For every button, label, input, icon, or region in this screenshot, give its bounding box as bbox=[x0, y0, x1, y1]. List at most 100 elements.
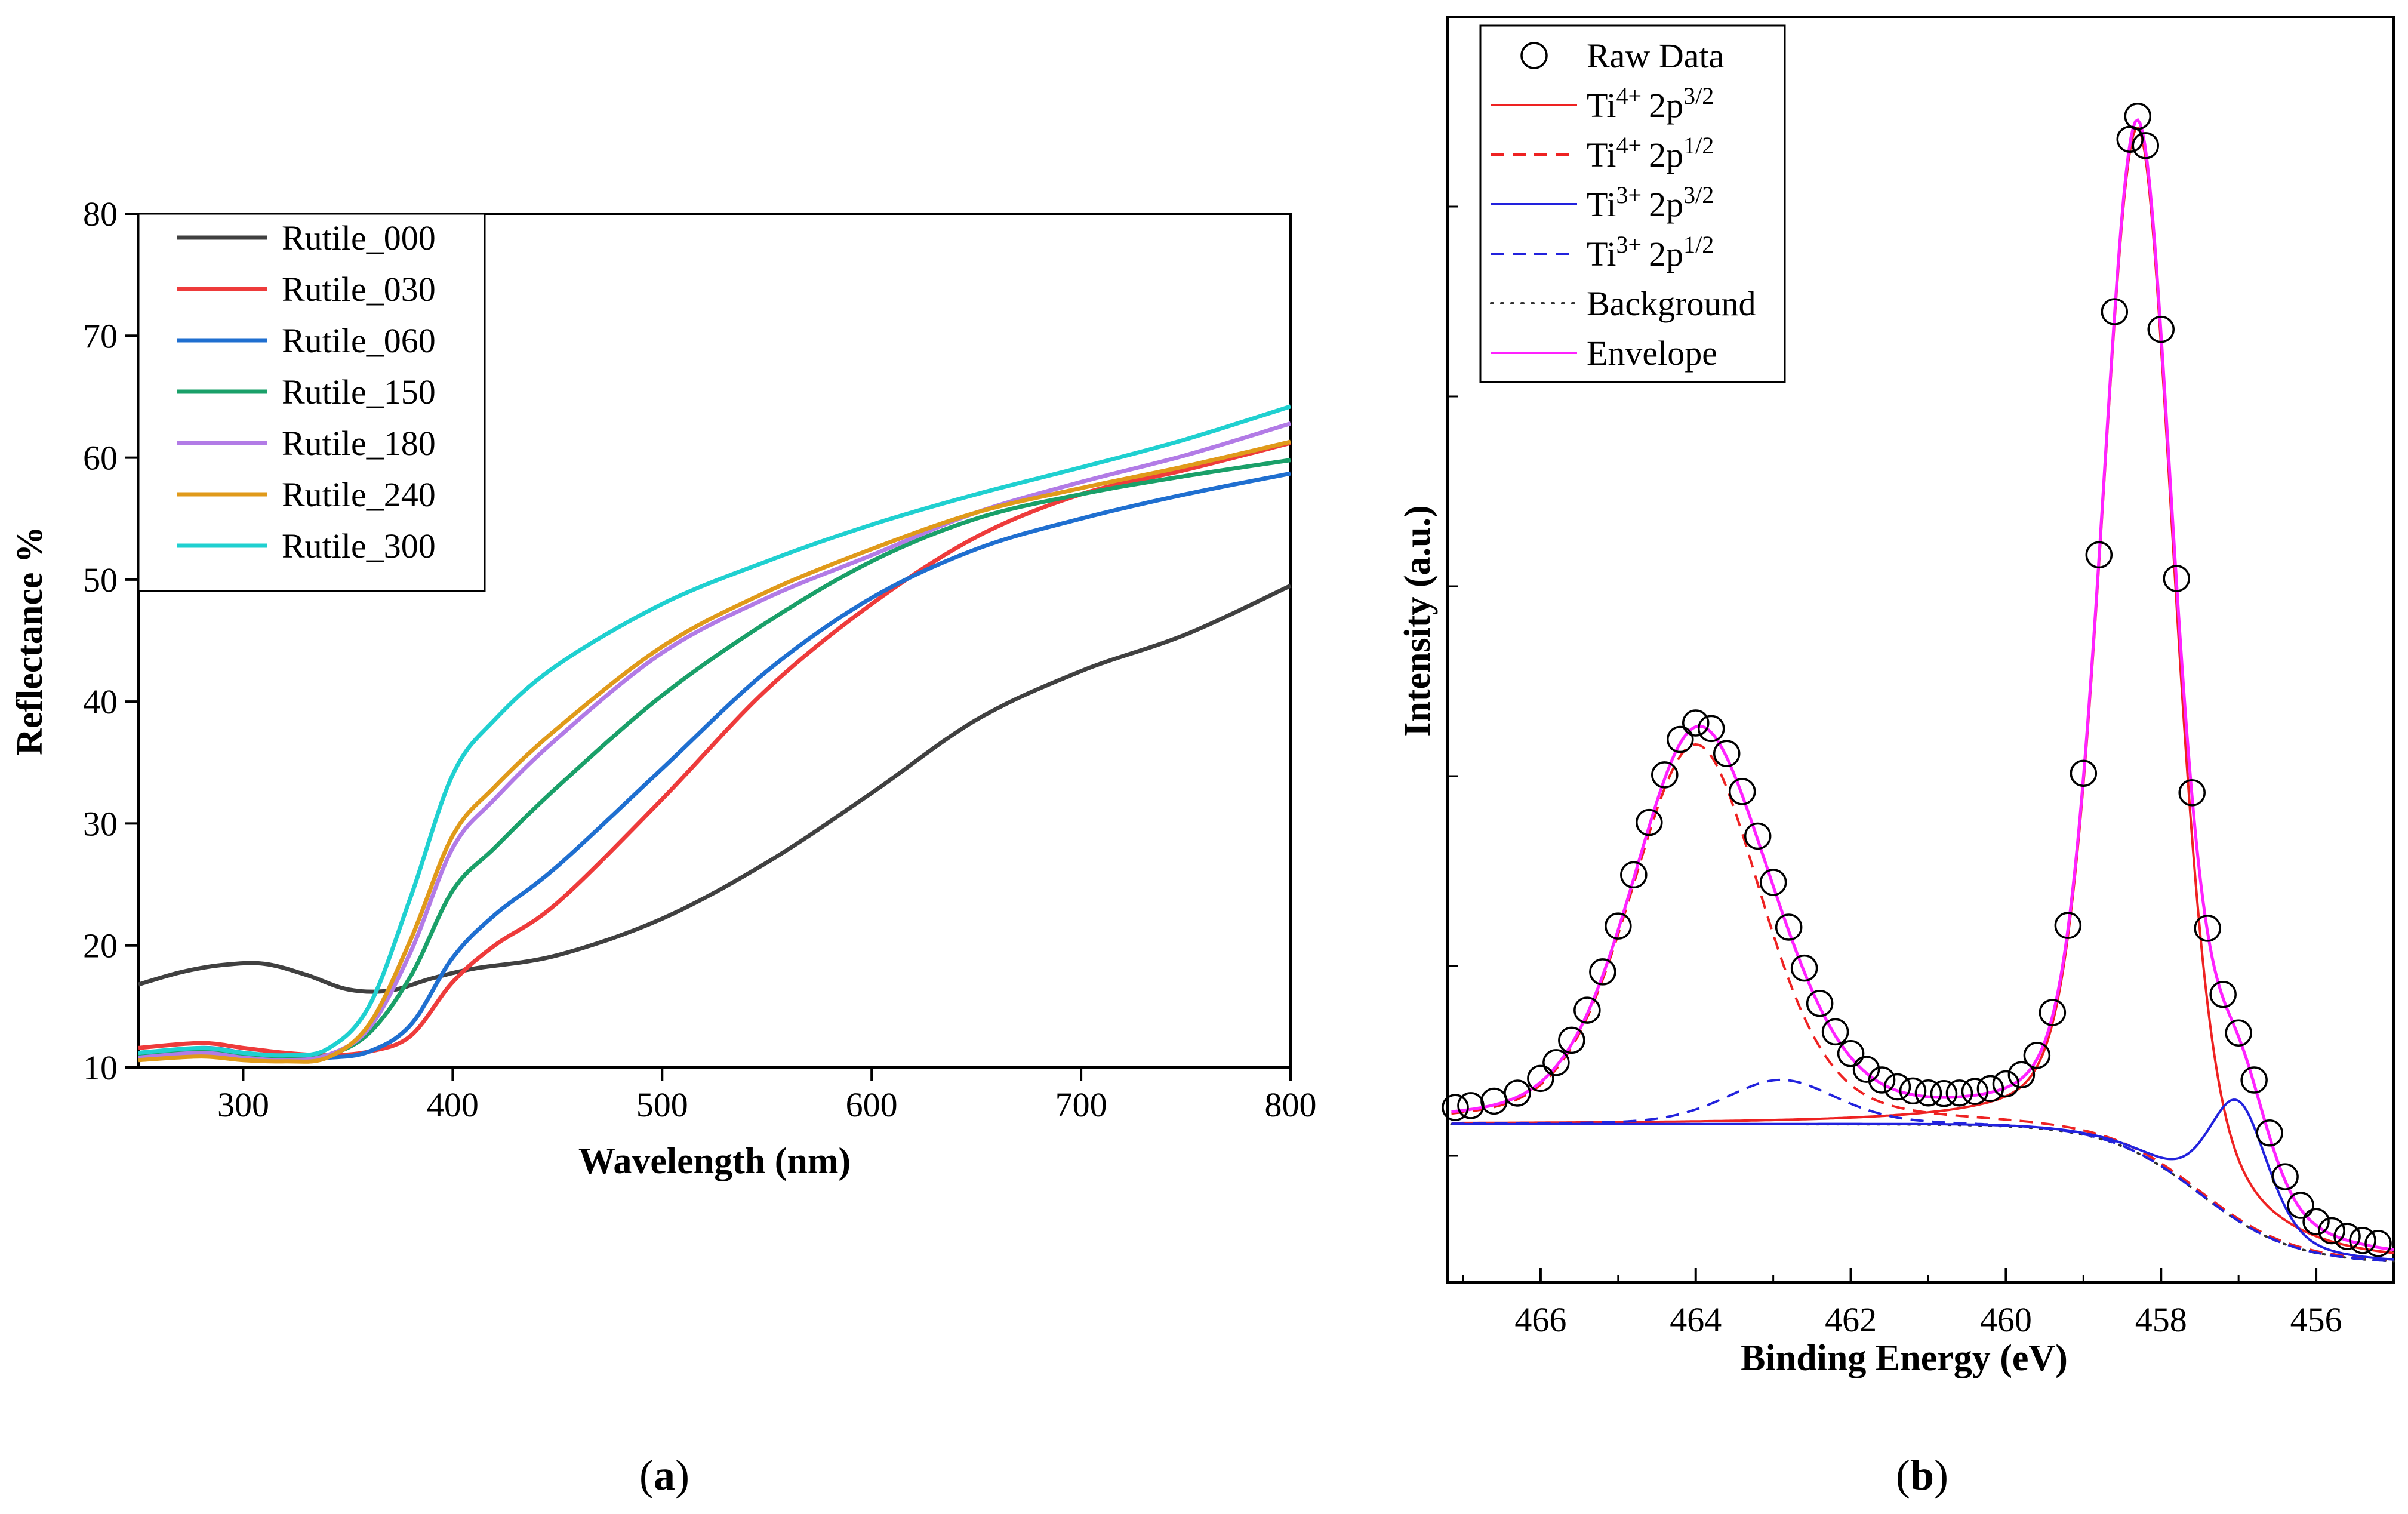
legend-orbital: 2p bbox=[1649, 86, 1683, 125]
panel-a-x-tick-label: 700 bbox=[1055, 1085, 1107, 1124]
panel-b-raw-data-point bbox=[1945, 1079, 1973, 1107]
panel-a-y-tick-label: 80 bbox=[83, 195, 118, 233]
panel-b-raw-data-point bbox=[1651, 761, 1679, 789]
panel-a-y-tick-label: 10 bbox=[83, 1048, 118, 1087]
panel-a-legend-label: Rutile_000 bbox=[282, 219, 436, 257]
panel-b-legend-label: Background bbox=[1587, 284, 1756, 323]
panel-b-peak-ti3-2p1-2 bbox=[1451, 1078, 2394, 1263]
panel-b-raw-data-point bbox=[1790, 954, 1818, 982]
panel-b-raw-data-point bbox=[1821, 1018, 1849, 1046]
panel-b-raw-data-point bbox=[2302, 1208, 2330, 1235]
legend-spin-orbit: 3/2 bbox=[1683, 82, 1714, 109]
panel-b-raw-data-point bbox=[2132, 132, 2160, 159]
panel-b-raw-data-point bbox=[2101, 298, 2129, 325]
panel-a-y-ticks: 10 20 30 40 50 60 70 80 bbox=[83, 195, 138, 1087]
panel-a-legend: Rutile_000 Rutile_030 Rutile_060 Rutile_150… bbox=[137, 213, 486, 592]
panel-b-x-tick-label: 458 bbox=[2135, 1300, 2187, 1339]
panel-b-raw-data-point bbox=[2147, 315, 2175, 343]
panel-a-plot-frame bbox=[137, 213, 1292, 1069]
panel-b-raw-data-point bbox=[1605, 912, 1632, 940]
panel-b-plot-frame bbox=[1446, 16, 2395, 1284]
legend-element: Ti bbox=[1587, 86, 1616, 125]
panel-a-x-tick-label: 600 bbox=[846, 1085, 898, 1124]
legend-orbital: 2p bbox=[1649, 185, 1683, 224]
panel-b-raw-data-point bbox=[1728, 778, 1756, 805]
panel-b-y-axis-label: Intensity (a.u.) bbox=[1397, 505, 1438, 737]
panel-a-x-tick-label: 500 bbox=[636, 1085, 688, 1124]
legend-spin-orbit: 1/2 bbox=[1683, 231, 1714, 258]
panel-b-raw-data-point bbox=[2333, 1223, 2361, 1250]
panel-b-x-tick-label: 464 bbox=[1670, 1300, 1722, 1339]
panel-a-y-tick-label: 40 bbox=[83, 682, 118, 721]
panel-b-raw-data-point bbox=[1442, 1094, 1469, 1121]
panel-b-raw-data-point bbox=[1976, 1075, 2004, 1103]
panel-b-peak-ti4-2p1-2 bbox=[1451, 743, 2394, 1261]
caption-b-letter: b bbox=[1910, 1451, 1934, 1499]
legend-ion-charge: 3+ bbox=[1616, 231, 1642, 258]
panel-b-legend-label: Ti4+ 2p3/2 bbox=[1587, 82, 1714, 125]
caption-b: (b) bbox=[1896, 1451, 1948, 1499]
panel-b-raw-data-point bbox=[2007, 1061, 2036, 1089]
panel-a-legend-box bbox=[137, 213, 486, 592]
panel-b-raw-data-point bbox=[1852, 1056, 1880, 1083]
panel-a-legend-label: Rutile_060 bbox=[282, 321, 436, 360]
legend-element: Ti bbox=[1587, 136, 1616, 174]
panel-b-raw-data-point bbox=[1914, 1079, 1942, 1107]
panel-b-raw-data-point bbox=[1573, 996, 1601, 1024]
panel-b-raw-data-point bbox=[1682, 709, 1710, 737]
panel-b-raw-data-point bbox=[1620, 861, 1648, 889]
panel-a-x-tick-label: 400 bbox=[427, 1085, 479, 1124]
panel-b-raw-data-point bbox=[2349, 1227, 2376, 1254]
legend-spin-orbit: 3/2 bbox=[1683, 181, 1714, 208]
panel-a-legend-label: Rutile_030 bbox=[282, 270, 436, 309]
panel-b-raw-data-point bbox=[2054, 912, 2082, 939]
panel-b-raw-data-point bbox=[1868, 1066, 1896, 1094]
panel-b-raw-data-point bbox=[2287, 1192, 2314, 1219]
panel-a-x-tick-label: 800 bbox=[1265, 1085, 1317, 1124]
panel-b-raw-data-point bbox=[1457, 1092, 1485, 1119]
panel-b-raw-data-point bbox=[1713, 740, 1741, 767]
panel-b-legend-label: Ti4+ 2p1/2 bbox=[1587, 132, 1714, 174]
panel-b-peak-ti3-2p3-2 bbox=[1451, 1098, 2394, 1261]
panel-b-raw-data-point bbox=[2271, 1163, 2299, 1190]
panel-b-raw-data-point bbox=[1992, 1070, 2020, 1098]
panel-b-raw-data-point bbox=[1558, 1026, 1585, 1054]
legend-element: Ti bbox=[1587, 235, 1616, 273]
panel-b-raw-data-point bbox=[1775, 913, 1803, 941]
panel-b-raw-data-point bbox=[2194, 915, 2221, 942]
legend-orbital: 2p bbox=[1649, 136, 1683, 174]
panel-b-x-axis-label: Binding Energy (eV) bbox=[1741, 1338, 2068, 1378]
panel-a-legend-label: Rutile_300 bbox=[282, 527, 436, 565]
panel-b-raw-data-points bbox=[1442, 103, 2392, 1257]
panel-b-raw-data-point bbox=[1899, 1077, 1927, 1105]
panel-a-reflectance-chart: 300 400 500 600 700 800 10 20 30 40 50 60 70 80 Ruti… bbox=[10, 195, 1317, 1181]
panel-b-raw-data-point bbox=[1806, 989, 1834, 1017]
panel-b-raw-data-point bbox=[2163, 565, 2190, 592]
panel-b-raw-data-point bbox=[1961, 1078, 1989, 1105]
panel-b-raw-data-point bbox=[2209, 980, 2237, 1008]
panel-b-raw-data-point bbox=[2178, 779, 2206, 807]
panel-a-legend-label: Rutile_180 bbox=[282, 424, 436, 463]
panel-a-x-axis-label: Wavelength (nm) bbox=[578, 1141, 851, 1181]
panel-a-y-tick-label: 50 bbox=[83, 561, 118, 599]
panel-b-raw-data-point bbox=[1504, 1079, 1531, 1107]
panel-b-envelope-line bbox=[1451, 118, 2394, 1251]
panel-b-raw-data-point bbox=[1667, 725, 1694, 753]
panel-b-series bbox=[1450, 118, 2395, 1263]
legend-ion-charge: 3+ bbox=[1616, 181, 1642, 208]
panel-b-y-ticks bbox=[1448, 205, 1458, 1157]
legend-ion-charge: 4+ bbox=[1616, 132, 1642, 159]
panel-b-legend-label: Raw Data bbox=[1587, 36, 1724, 75]
panel-b-x-tick-label: 460 bbox=[1980, 1300, 2032, 1339]
panel-a-legend-label: Rutile_240 bbox=[282, 475, 436, 514]
panel-a-y-tick-label: 20 bbox=[83, 927, 118, 965]
panel-b-legend-swatch bbox=[1520, 42, 1548, 69]
panel-a-legend-label: Rutile_150 bbox=[282, 373, 436, 411]
panel-b-raw-data-point bbox=[2364, 1230, 2392, 1257]
legend-orbital: 2p bbox=[1649, 235, 1683, 273]
panel-b-raw-data-point bbox=[1527, 1064, 1554, 1093]
legend-spin-orbit: 1/2 bbox=[1683, 132, 1714, 159]
